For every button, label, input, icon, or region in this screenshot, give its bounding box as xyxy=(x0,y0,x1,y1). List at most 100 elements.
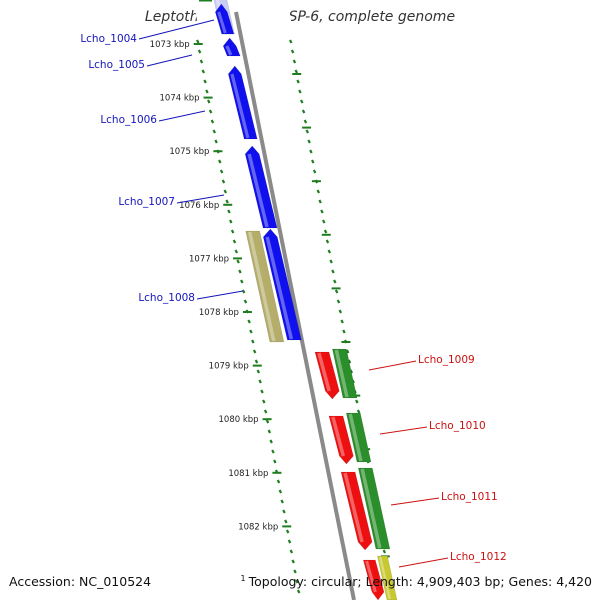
tick-mark-left xyxy=(284,519,288,524)
reverse-gene-label[interactable]: Lcho_1009 xyxy=(418,354,475,366)
tick-mark-left xyxy=(287,539,292,544)
tick-mark-right xyxy=(292,59,297,64)
gene-label-leader xyxy=(138,19,215,40)
feature-highlight xyxy=(348,413,363,462)
tick-mark-right xyxy=(325,239,330,244)
topology-summary: Topology: circular; Length: 4,909,403 bp… xyxy=(248,574,592,589)
scale-label: 1080 kbp xyxy=(219,415,259,425)
forward-gene-3[interactable] xyxy=(227,65,258,140)
gene-label-leader xyxy=(398,557,449,568)
tick-mark-left xyxy=(218,159,222,164)
tick-mark-left xyxy=(291,559,295,564)
scale-label: 1081 kbp xyxy=(228,469,268,479)
tick-mark-left xyxy=(273,459,277,464)
tick-mark-right xyxy=(355,399,359,404)
scale-label: 1082 kbp xyxy=(238,522,278,532)
reverse-gene-1[interactable] xyxy=(314,351,340,400)
feature-highlight xyxy=(230,73,250,139)
forward-gene-label[interactable]: Lcho_1006 xyxy=(100,114,157,126)
tick-mark-left xyxy=(240,279,244,284)
tick-mark-right xyxy=(289,39,293,44)
tick-mark-left xyxy=(221,179,226,184)
tick-mark-right xyxy=(334,289,339,294)
scale-label: 1079 kbp xyxy=(209,362,249,372)
tick-mark-left xyxy=(256,369,261,374)
scale-label: 1073 kbp xyxy=(150,40,190,50)
tick-mark-right xyxy=(296,79,300,84)
tick-mark-left xyxy=(208,109,213,114)
gene-label-leader xyxy=(158,110,206,122)
tick-mark-right xyxy=(345,349,350,354)
tick-mark-right xyxy=(322,219,326,224)
tick-mark-left xyxy=(254,359,259,364)
footer-mark: 1 xyxy=(240,574,246,583)
tick-mark-left xyxy=(227,209,231,214)
forward-gene-label[interactable]: Lcho_1005 xyxy=(88,59,145,71)
tick-mark-left xyxy=(196,39,200,44)
tick-mark-right xyxy=(347,359,352,364)
tick-mark-left xyxy=(265,419,270,424)
tick-mark-right xyxy=(290,49,295,54)
reverse-gene-label[interactable]: Lcho_1011 xyxy=(441,491,498,503)
scale-label: 1076 kbp xyxy=(179,201,219,211)
forward-gene-5[interactable] xyxy=(262,228,302,341)
tick-mark-left xyxy=(258,379,262,384)
tick-mark-right xyxy=(323,229,328,234)
tick-mark-left xyxy=(282,509,286,514)
reverse-cds-strip-1[interactable] xyxy=(332,348,358,399)
gene-label-leader xyxy=(176,194,225,204)
tick-mark-left xyxy=(271,449,275,454)
forward-gene-1[interactable] xyxy=(214,3,235,35)
forward-gene-4[interactable] xyxy=(244,145,278,229)
feature-highlight xyxy=(247,153,269,228)
tick-mark-right xyxy=(382,549,387,554)
gene-label-leader xyxy=(146,54,193,67)
reverse-cds-strip-4[interactable] xyxy=(377,555,398,600)
feature-highlight xyxy=(378,556,391,600)
feature-highlight xyxy=(365,560,377,593)
tick-mark-left xyxy=(295,579,299,584)
tick-mark-left xyxy=(252,349,257,354)
tick-mark-left xyxy=(236,259,240,264)
forward-gene-label[interactable]: Lcho_1007 xyxy=(118,196,175,208)
forward-gene-2[interactable] xyxy=(222,37,241,57)
genome-backbone xyxy=(234,11,356,600)
accession-text: Accession: NC_010524 xyxy=(9,574,152,589)
reverse-gene-label[interactable]: Lcho_1012 xyxy=(450,551,507,563)
tick-mark-left xyxy=(280,499,284,504)
feature-highlight xyxy=(217,11,227,34)
scale-label: 1074 kbp xyxy=(160,94,200,104)
tick-mark-left xyxy=(203,79,207,84)
tick-mark-left xyxy=(262,399,266,404)
reverse-gene-4[interactable] xyxy=(362,559,385,600)
tick-mark-left xyxy=(207,99,211,104)
gene-label-leader xyxy=(196,290,244,300)
scale-label: 1077 kbp xyxy=(189,254,229,264)
tick-mark-left xyxy=(260,389,264,394)
reverse-gene-2[interactable] xyxy=(328,415,354,465)
tick-mark-left xyxy=(289,549,294,554)
reverse-cds-strip-3[interactable] xyxy=(357,467,391,550)
tick-mark-left xyxy=(293,569,297,574)
tick-mark-left xyxy=(249,329,253,334)
feature-highlight xyxy=(225,45,233,56)
tick-mark-left xyxy=(229,219,233,224)
feature-highlight xyxy=(334,349,349,398)
forward-gene-label[interactable]: Lcho_1008 xyxy=(138,292,195,304)
forward-cds-strip[interactable] xyxy=(245,230,285,343)
forward-gene-label[interactable]: Lcho_1004 xyxy=(80,33,137,45)
reverse-gene-3[interactable] xyxy=(340,471,373,551)
tick-mark-right xyxy=(320,209,324,214)
gene-label-leader xyxy=(368,360,417,371)
tick-mark-left xyxy=(276,479,281,484)
tick-mark-left xyxy=(238,269,242,274)
tick-mark-right xyxy=(316,189,321,194)
reverse-gene-label[interactable]: Lcho_1010 xyxy=(429,420,486,432)
tick-mark-right xyxy=(309,149,313,154)
tick-mark-right xyxy=(336,299,341,304)
tick-mark-right xyxy=(294,69,298,74)
tick-mark-right xyxy=(311,159,315,164)
feature-highlight xyxy=(360,468,382,549)
reverse-cds-strip-2[interactable] xyxy=(345,412,372,463)
